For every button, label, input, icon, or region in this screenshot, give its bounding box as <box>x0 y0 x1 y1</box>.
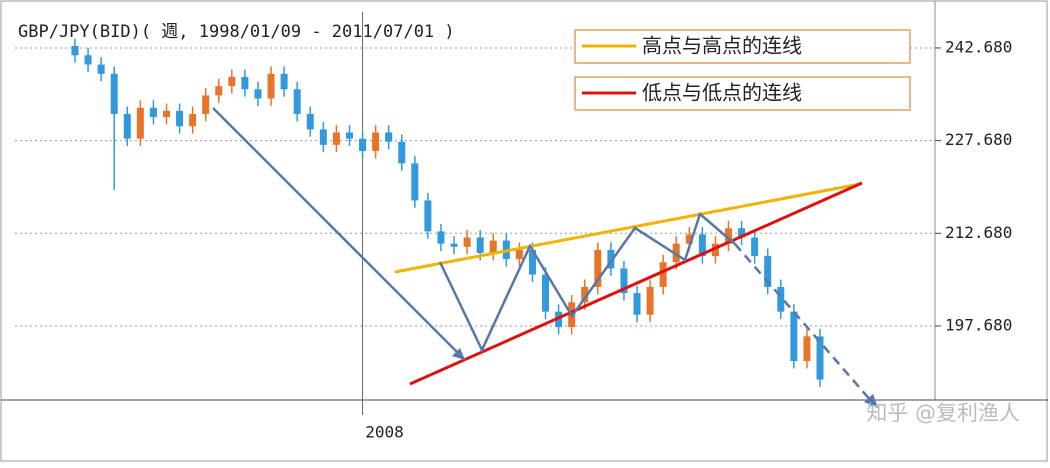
candle-body <box>476 237 484 253</box>
y-tick-label: 212.680 <box>945 223 1012 242</box>
legend-label: 低点与低点的连线 <box>642 81 802 105</box>
legend-label: 高点与高点的连线 <box>642 34 802 58</box>
high-trend-line <box>394 182 861 274</box>
candle-body <box>463 237 471 247</box>
arrow-head <box>452 348 465 360</box>
candle-body <box>280 73 288 90</box>
candle-body <box>594 249 602 287</box>
candle-body <box>241 76 249 90</box>
candle-body <box>254 89 262 99</box>
candle-body <box>659 262 667 287</box>
y-tick-label: 197.680 <box>945 315 1012 334</box>
candle-body <box>398 141 406 164</box>
candle-body <box>345 132 353 139</box>
candle-body <box>84 55 92 65</box>
candle-body <box>411 163 419 201</box>
candle-body <box>698 234 706 257</box>
candle-body <box>110 73 118 114</box>
candle-body <box>424 200 432 232</box>
candle-body <box>790 311 798 362</box>
candle-body <box>777 286 785 312</box>
candle-body <box>633 293 641 315</box>
arrow-head <box>864 394 878 408</box>
candle-body <box>306 113 314 130</box>
candle-body <box>685 234 693 244</box>
candle-body <box>711 243 719 257</box>
candle-body <box>581 286 589 303</box>
candle-body <box>189 113 197 127</box>
candle-body <box>215 86 223 96</box>
chart-title: GBP/JPY(BID)( 週, 1998/01/09 - 2011/07/01… <box>18 22 455 42</box>
candle-body <box>542 274 550 312</box>
candle-body <box>764 256 772 287</box>
candle-body <box>725 228 733 244</box>
watermark: 知乎 @复利渔人 <box>866 401 1020 425</box>
x-tick-label: 2008 <box>365 423 404 442</box>
candle-body <box>162 110 170 118</box>
candle-body <box>620 268 628 294</box>
candle-body <box>202 95 210 114</box>
annotations <box>212 107 878 408</box>
candle-body <box>751 237 759 257</box>
candle-body <box>149 107 157 118</box>
candle-body <box>228 76 236 87</box>
candle-body <box>515 249 523 260</box>
arrow <box>212 107 466 361</box>
zigzag <box>438 211 736 353</box>
candle-body <box>123 113 131 139</box>
candle-body <box>359 138 367 152</box>
low-trend-line <box>409 181 863 386</box>
candle-body <box>489 240 497 253</box>
candle-body <box>136 107 144 139</box>
candle-body <box>332 132 340 145</box>
candle-body <box>646 286 654 315</box>
candle-body <box>293 89 301 114</box>
candle-body <box>176 110 184 127</box>
candle-body <box>607 249 615 269</box>
candle-body <box>267 73 275 99</box>
candle-body <box>372 132 380 152</box>
candle-body <box>816 336 824 380</box>
candle-body <box>71 45 79 56</box>
candle-body <box>385 132 393 142</box>
dashed-arrow <box>734 243 873 403</box>
y-tick-label: 227.680 <box>945 130 1012 149</box>
candle-body <box>97 64 105 74</box>
candle-body <box>738 228 746 238</box>
candle-body <box>803 336 811 362</box>
candle-body <box>528 249 536 275</box>
candle-body <box>319 129 327 145</box>
legend-box <box>574 29 911 64</box>
candle-body <box>437 231 445 244</box>
candle-body <box>450 243 458 247</box>
y-tick-label: 242.680 <box>945 37 1012 56</box>
